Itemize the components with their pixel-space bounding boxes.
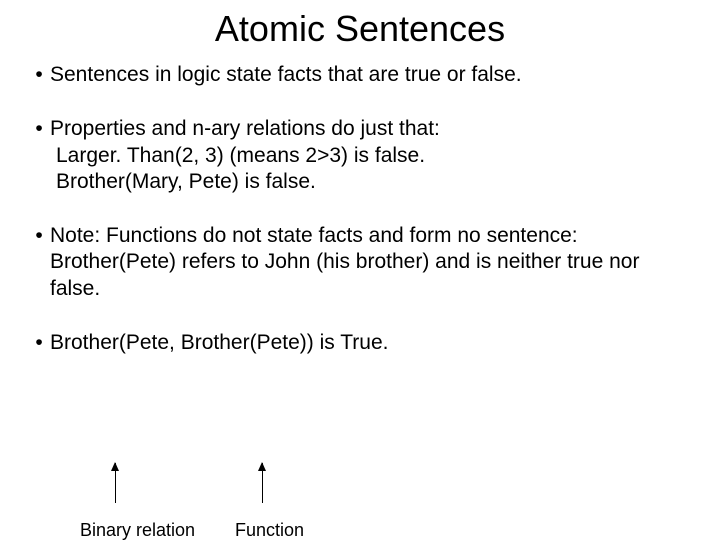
bullet-subtext: Brother(Mary, Pete) is false. xyxy=(28,169,692,195)
slide-content: • Sentences in logic state facts that ar… xyxy=(0,62,720,356)
bullet-3: • Note: Functions do not state facts and… xyxy=(28,223,692,302)
binary-relation-label: Binary relation xyxy=(80,520,195,541)
bullet-text: Note: Functions do not state facts and f… xyxy=(50,223,692,302)
slide-title: Atomic Sentences xyxy=(0,8,720,50)
bullet-dot: • xyxy=(28,62,50,88)
arrow-icon xyxy=(115,463,116,503)
bullet-1: • Sentences in logic state facts that ar… xyxy=(28,62,692,88)
bullet-dot: • xyxy=(28,223,50,302)
bullet-subtext: Larger. Than(2, 3) (means 2>3) is false. xyxy=(28,143,692,169)
bullet-text: Brother(Pete, Brother(Pete)) is True. xyxy=(50,330,692,356)
bullet-4: • Brother(Pete, Brother(Pete)) is True. xyxy=(28,330,692,356)
bullet-2: • Properties and n-ary relations do just… xyxy=(28,116,692,195)
bullet-text: Sentences in logic state facts that are … xyxy=(50,62,692,88)
bullet-dot: • xyxy=(28,330,50,356)
function-label: Function xyxy=(235,520,304,541)
arrow-icon xyxy=(262,463,263,503)
bullet-dot: • xyxy=(28,116,50,142)
bullet-text: Properties and n-ary relations do just t… xyxy=(50,116,692,142)
